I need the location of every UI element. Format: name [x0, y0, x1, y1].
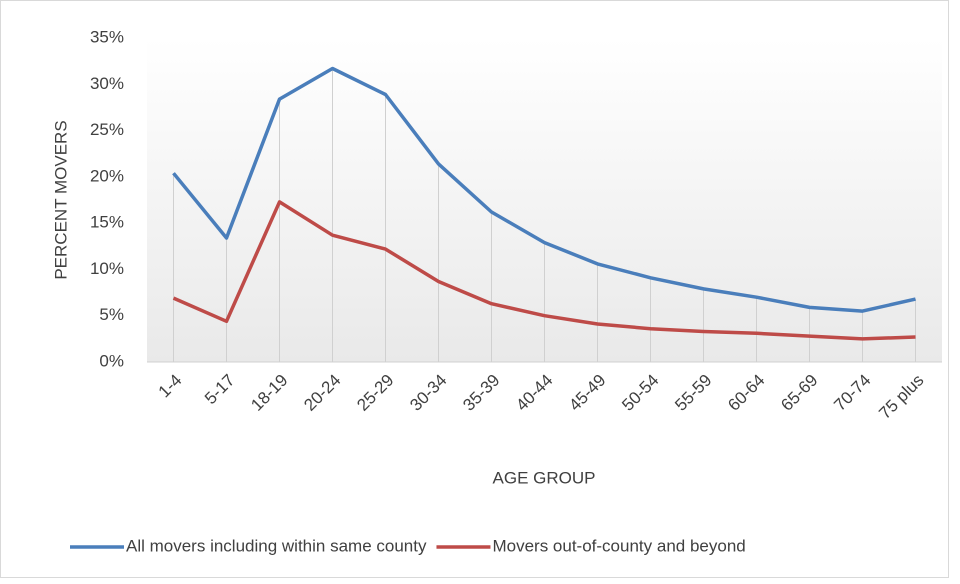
series-line: [172, 66, 916, 313]
y-tick-label: 10%: [90, 259, 124, 278]
y-axis-title: PERCENT MOVERS: [51, 120, 70, 279]
x-axis-title: AGE GROUP: [493, 468, 596, 487]
y-tick-label: 15%: [90, 213, 124, 232]
y-tick-label: 20%: [90, 166, 124, 185]
y-tick-label: 5%: [99, 305, 124, 324]
legend-label: Movers out-of-county and beyond: [492, 536, 745, 555]
series-line: [172, 200, 916, 341]
y-tick-label: 35%: [90, 27, 124, 46]
y-tick-label: 0%: [99, 351, 124, 370]
y-tick-label: 25%: [90, 120, 124, 139]
legend-label: All movers including within same county: [126, 536, 427, 555]
y-tick-label: 30%: [90, 74, 124, 93]
